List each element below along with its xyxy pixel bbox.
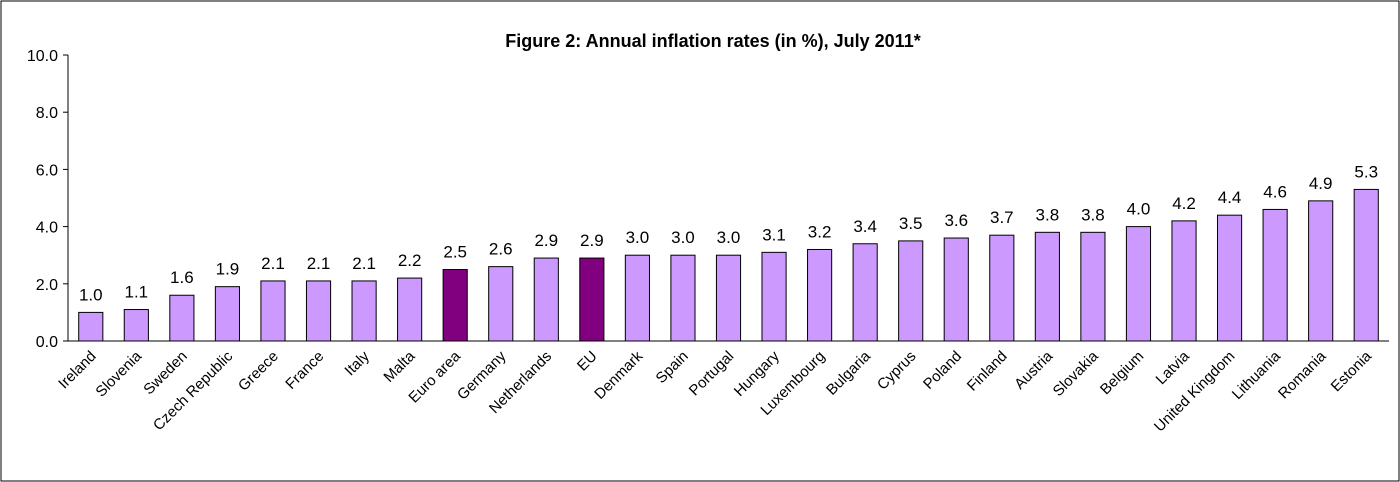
- bar: [488, 266, 514, 342]
- bar: [260, 280, 286, 342]
- data-label: 2.9: [580, 231, 604, 250]
- y-tick-label: 0.0: [36, 334, 58, 351]
- bar: [807, 248, 833, 342]
- bar: [579, 257, 605, 342]
- bar: [1353, 188, 1379, 342]
- bar: [1034, 231, 1060, 342]
- data-label: 2.1: [307, 254, 331, 273]
- data-label: 2.1: [261, 254, 285, 273]
- data-label: 5.3: [1354, 162, 1378, 181]
- bar: [989, 234, 1015, 342]
- data-label: 3.6: [944, 211, 968, 230]
- bar: [442, 269, 468, 342]
- data-label: 3.5: [899, 214, 923, 233]
- bar: [1308, 200, 1334, 342]
- chart-title: Figure 2: Annual inflation rates (in %),…: [505, 31, 920, 51]
- data-label: 3.2: [808, 222, 832, 241]
- data-label: 3.0: [626, 228, 650, 247]
- data-label: 4.6: [1263, 182, 1287, 201]
- bar: [1171, 220, 1197, 342]
- data-label: 1.9: [216, 260, 240, 279]
- y-tick-label: 10.0: [27, 48, 58, 65]
- bar: [169, 294, 195, 342]
- bar: [624, 254, 650, 342]
- data-label: 4.4: [1218, 188, 1242, 207]
- data-label: 1.1: [125, 283, 149, 302]
- bar: [1216, 214, 1243, 342]
- data-label: 2.2: [398, 251, 422, 270]
- bars: [78, 188, 1379, 342]
- data-label: 1.6: [170, 268, 194, 287]
- data-label: 3.1: [762, 225, 786, 244]
- data-label: 3.8: [1081, 205, 1105, 224]
- data-label: 2.9: [534, 231, 558, 250]
- y-tick-label: 4.0: [36, 220, 58, 237]
- bar: [397, 277, 423, 342]
- y-tick-label: 6.0: [36, 162, 58, 179]
- bar: [761, 251, 787, 342]
- bar: [533, 257, 559, 342]
- data-label: 4.9: [1309, 174, 1333, 193]
- data-labels: 1.0 1.1 1.6 1.9 2.1 2.1 2.1 2.2 2.5 2.6 2.9 2.9 3.0 3…: [79, 162, 1378, 304]
- y-tick-label: 8.0: [36, 105, 58, 122]
- bar: [1080, 231, 1106, 342]
- bar: [123, 309, 149, 342]
- data-label: 4.0: [1127, 200, 1151, 219]
- bar: [943, 237, 969, 342]
- bar: [852, 243, 878, 342]
- bar: [898, 240, 924, 342]
- data-label: 3.0: [671, 228, 695, 247]
- data-label: 3.7: [990, 208, 1014, 227]
- y-tick-label: 2.0: [36, 277, 58, 294]
- bar: [78, 311, 104, 342]
- data-label: 3.4: [853, 217, 877, 236]
- bar: [670, 254, 696, 342]
- data-label: 2.5: [443, 243, 467, 262]
- data-label: 4.2: [1172, 194, 1196, 213]
- bar: [1125, 226, 1152, 342]
- bar: [214, 286, 241, 342]
- bar: [351, 280, 377, 342]
- data-label: 3.0: [717, 228, 741, 247]
- bar: [1262, 208, 1288, 342]
- data-label: 1.0: [79, 285, 103, 304]
- data-label: 3.8: [1036, 205, 1060, 224]
- data-label: 2.1: [352, 254, 376, 273]
- bar: [715, 254, 742, 342]
- y-axis: 0.0 2.0 4.0 6.0 8.0 10.0: [27, 48, 69, 351]
- data-label: 2.6: [489, 240, 513, 259]
- bar: [305, 280, 332, 342]
